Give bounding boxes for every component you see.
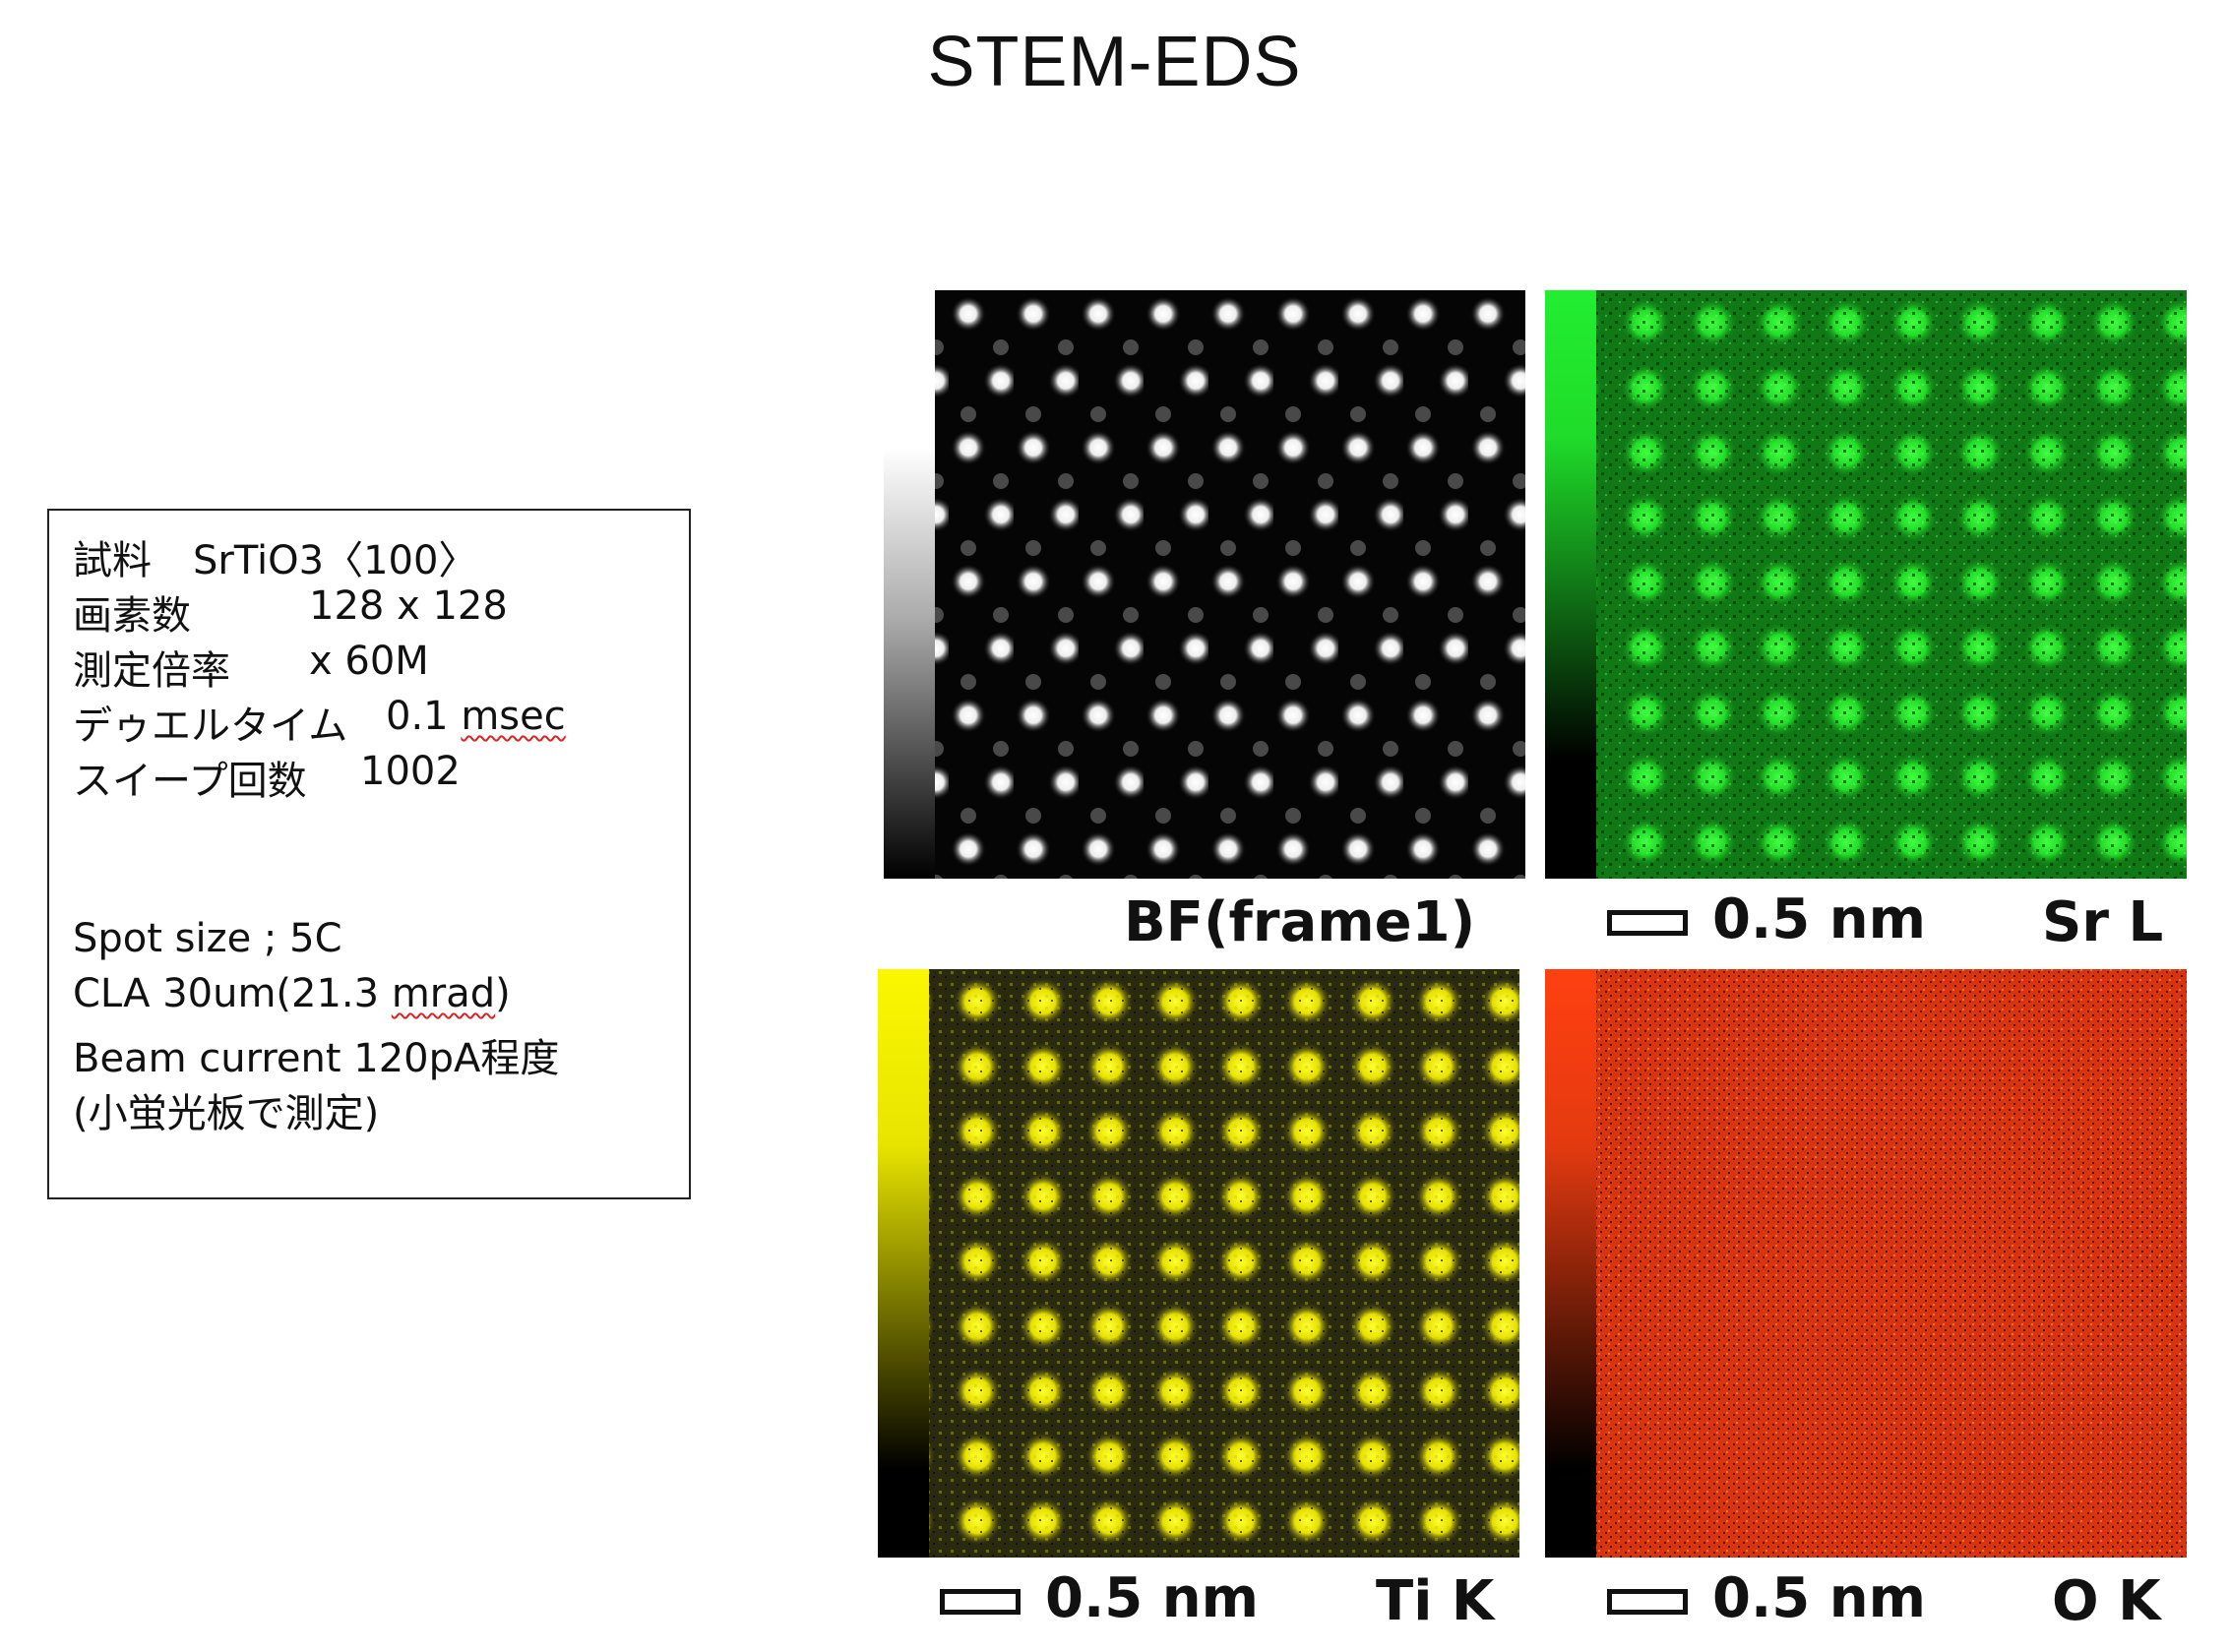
o-scale-bar — [1607, 1589, 1688, 1615]
page-title: STEM-EDS — [927, 23, 1302, 101]
ti-colorbar — [878, 969, 929, 1558]
pixels-value: 128 x 128 — [309, 583, 508, 629]
o-element-label: O K — [2052, 1569, 2161, 1633]
sr-colorbar — [1545, 290, 1596, 879]
ti-map-panel — [878, 969, 1519, 1558]
ti-element-label: Ti K — [1376, 1569, 1495, 1633]
sample-row: 試料 SrTiO3〈100〉 — [73, 528, 477, 585]
bf-lattice-image — [884, 290, 1525, 879]
sr-elemental-map — [1545, 290, 2187, 879]
bf-image-panel — [884, 290, 1525, 879]
spot-size: Spot size ; 5C — [73, 916, 342, 961]
ti-scale-bar — [940, 1589, 1021, 1615]
dwell-time-value-wrap: 0.1 msec — [386, 694, 566, 739]
sr-scale-bar — [1607, 910, 1688, 936]
dwell-time-value: 0.1 — [386, 694, 449, 739]
bf-colorbar — [884, 448, 935, 879]
sweep-count-value: 1002 — [360, 749, 461, 794]
cla-row: CLA 30um(21.3 mrad) — [73, 971, 511, 1016]
dwell-time-unit: msec — [461, 694, 566, 739]
magnification-row: 測定倍率 x 60M — [73, 639, 429, 696]
magnification-label: 測定倍率 — [73, 648, 230, 694]
dwell-time-row: デゥエルタイム 0.1 msec — [73, 694, 566, 751]
bf-caption: BF(frame1) — [1124, 890, 1476, 954]
sr-element-label: Sr L — [2042, 890, 2164, 954]
dwell-time-label: デゥエルタイム — [73, 704, 348, 749]
o-colorbar — [1545, 969, 1596, 1558]
sr-scale-label: 0.5 nm — [1712, 887, 1926, 951]
sweep-count-label: スイープ回数 — [73, 759, 307, 804]
ti-scale-label: 0.5 nm — [1045, 1566, 1259, 1630]
beam-current-note: (小蛍光板で測定) — [73, 1091, 380, 1136]
measurement-info-box: 試料 SrTiO3〈100〉 画素数 128 x 128 測定倍率 x 60M … — [47, 509, 691, 1199]
o-map-panel — [1545, 969, 2187, 1558]
pixels-label: 画素数 — [73, 593, 191, 639]
sample-label: 試料 — [73, 538, 152, 583]
beam-current: Beam current 120pA程度 — [73, 1036, 560, 1081]
o-scale-label: 0.5 nm — [1712, 1566, 1926, 1630]
cla-unit: mrad — [391, 971, 496, 1016]
sr-map-panel — [1545, 290, 2187, 879]
o-elemental-map — [1545, 969, 2187, 1558]
ti-elemental-map — [878, 969, 1519, 1558]
magnification-value: x 60M — [309, 639, 429, 684]
pixels-row: 画素数 128 x 128 — [73, 583, 508, 641]
cla-suffix: ) — [495, 971, 511, 1016]
sample-value: SrTiO3〈100〉 — [193, 538, 478, 583]
sweep-count-row: スイープ回数 1002 — [73, 749, 461, 806]
cla-prefix: CLA 30um(21.3 — [73, 971, 392, 1016]
